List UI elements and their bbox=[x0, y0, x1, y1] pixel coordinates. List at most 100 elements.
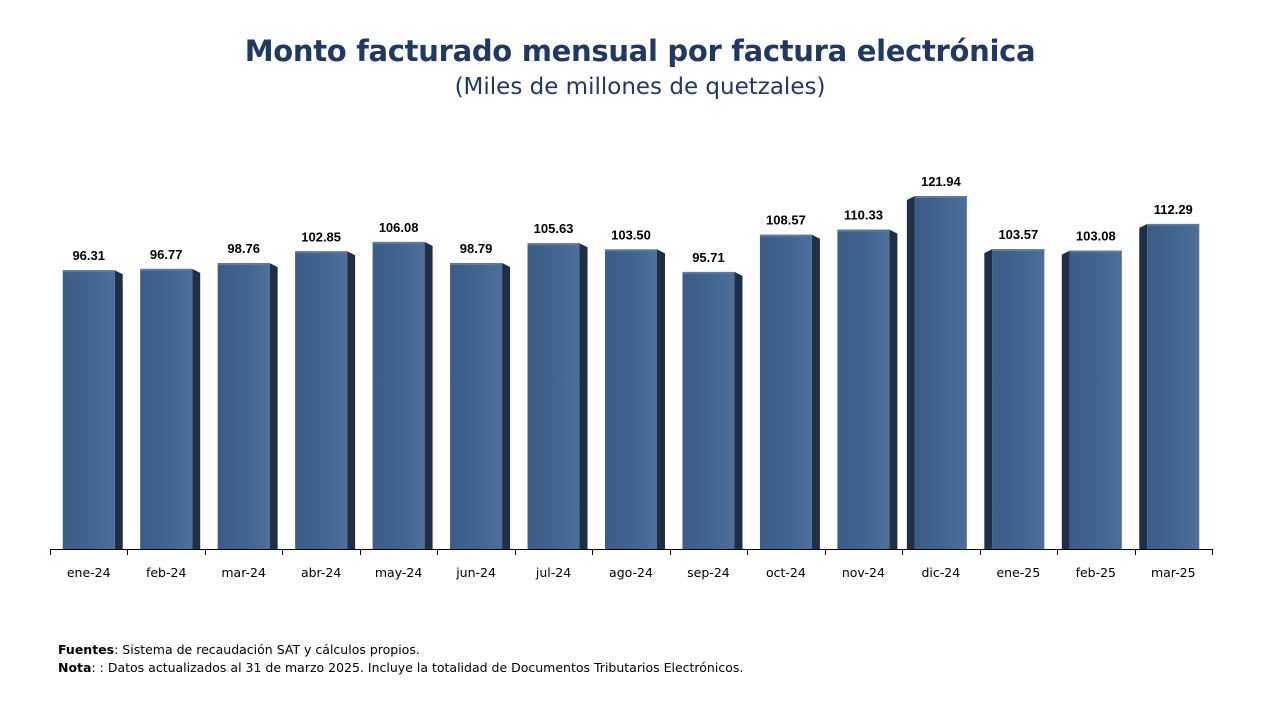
bar-group bbox=[217, 263, 278, 549]
bar-top bbox=[914, 196, 967, 198]
x-tick-label: abr-24 bbox=[301, 565, 341, 580]
data-label: 95.71 bbox=[692, 250, 725, 265]
bar-group bbox=[837, 229, 898, 549]
bar-side bbox=[1139, 223, 1148, 549]
x-tick-label: jul-24 bbox=[535, 565, 571, 580]
bar-side bbox=[114, 270, 123, 549]
bar-side bbox=[657, 249, 665, 549]
bar-group bbox=[984, 249, 1045, 549]
bar-top bbox=[527, 243, 580, 246]
bar bbox=[1147, 223, 1200, 549]
bar bbox=[217, 263, 270, 549]
bar-top bbox=[217, 263, 270, 266]
bar-side bbox=[1061, 250, 1070, 550]
bar-group bbox=[450, 263, 511, 549]
bar-top bbox=[682, 271, 735, 274]
bar-group bbox=[140, 268, 201, 549]
x-tick-label: dic-24 bbox=[922, 565, 961, 580]
bar-top bbox=[759, 234, 812, 237]
bar bbox=[837, 229, 890, 549]
note-line: Nota: : Datos actualizados al 31 de marz… bbox=[58, 659, 743, 677]
bar-top bbox=[837, 229, 890, 232]
x-tick-label: may-24 bbox=[375, 565, 422, 580]
sources-text: Sistema de recaudación SAT y cálculos pr… bbox=[118, 642, 420, 657]
x-tick-label: sep-24 bbox=[687, 565, 730, 580]
x-tick-label: ene-24 bbox=[67, 565, 111, 580]
x-tick-label: jun-24 bbox=[455, 565, 496, 580]
bar-group bbox=[682, 271, 743, 549]
bar bbox=[140, 268, 193, 549]
bar-group bbox=[372, 241, 433, 549]
bar-group bbox=[759, 234, 820, 550]
data-label: 103.50 bbox=[611, 227, 651, 242]
bar-side bbox=[984, 249, 993, 549]
bar bbox=[527, 243, 580, 549]
note-label: Nota bbox=[58, 660, 92, 675]
x-tick-label: nov-24 bbox=[842, 565, 885, 580]
bar-side bbox=[347, 251, 356, 549]
bar-top bbox=[1147, 223, 1200, 226]
bar-top bbox=[450, 263, 503, 266]
bar-group bbox=[605, 249, 665, 549]
bar-top bbox=[140, 268, 193, 271]
data-label: 96.31 bbox=[72, 248, 105, 263]
data-label: 102.85 bbox=[301, 229, 341, 244]
bar-side bbox=[424, 241, 433, 549]
bar bbox=[450, 263, 503, 549]
bar-side bbox=[579, 243, 588, 549]
bar-side bbox=[889, 229, 898, 549]
bar-top bbox=[372, 241, 425, 244]
data-label: 103.08 bbox=[1076, 229, 1116, 244]
bar bbox=[914, 196, 967, 549]
data-label: 121.94 bbox=[921, 174, 962, 189]
bar-side bbox=[811, 234, 820, 550]
bar-top bbox=[992, 249, 1045, 252]
bar-top bbox=[295, 251, 348, 254]
data-label: 98.76 bbox=[227, 241, 260, 256]
bar-group bbox=[527, 243, 588, 549]
data-label: 105.63 bbox=[534, 221, 574, 236]
bar-top bbox=[1069, 250, 1122, 253]
bar-side bbox=[734, 271, 743, 549]
bar-side bbox=[192, 268, 201, 549]
bar-side bbox=[502, 263, 511, 549]
bar-group bbox=[1139, 223, 1200, 549]
sources-line: Fuentes: Sistema de recaudación SAT y cá… bbox=[58, 642, 420, 657]
bar bbox=[1069, 250, 1122, 550]
bar-group bbox=[1061, 250, 1122, 550]
data-label: 106.08 bbox=[379, 220, 419, 235]
bar bbox=[62, 270, 115, 549]
chart-footer: Fuentes: Sistema de recaudación SAT y cá… bbox=[58, 641, 743, 677]
data-label: 108.57 bbox=[766, 213, 806, 228]
data-label: 110.33 bbox=[844, 208, 883, 223]
data-label: 98.79 bbox=[460, 241, 493, 256]
bar-group bbox=[62, 270, 123, 549]
bar-group bbox=[906, 196, 967, 549]
x-tick-label: mar-25 bbox=[1151, 565, 1196, 580]
x-tick-label: ene-25 bbox=[996, 565, 1040, 580]
bar bbox=[682, 271, 735, 549]
x-tick-label: oct-24 bbox=[766, 565, 806, 580]
bar bbox=[759, 234, 812, 550]
bar bbox=[295, 251, 348, 549]
chart-title: Monto facturado mensual por factura elec… bbox=[244, 34, 1036, 68]
note-text: : : Datos actualizados al 31 de marzo 20… bbox=[91, 660, 744, 675]
chart-subtitle: (Miles de millones de quetzales) bbox=[454, 74, 826, 100]
x-tick-label: feb-24 bbox=[146, 565, 186, 580]
bar-side bbox=[906, 196, 915, 549]
sources-label: Fuentes bbox=[58, 642, 115, 657]
x-tick-label: ago-24 bbox=[609, 565, 653, 580]
bar bbox=[992, 249, 1045, 549]
x-tick-label: feb-25 bbox=[1076, 565, 1116, 580]
data-label: 103.57 bbox=[998, 227, 1038, 242]
bar-top bbox=[62, 270, 115, 273]
bar-top bbox=[605, 249, 657, 252]
bar bbox=[605, 249, 657, 549]
data-label: 96.77 bbox=[150, 247, 183, 262]
bar bbox=[372, 241, 425, 549]
bar-side bbox=[269, 263, 278, 549]
x-tick-label: mar-24 bbox=[221, 565, 266, 580]
data-label: 112.29 bbox=[1154, 202, 1193, 217]
bar-group bbox=[295, 251, 356, 549]
